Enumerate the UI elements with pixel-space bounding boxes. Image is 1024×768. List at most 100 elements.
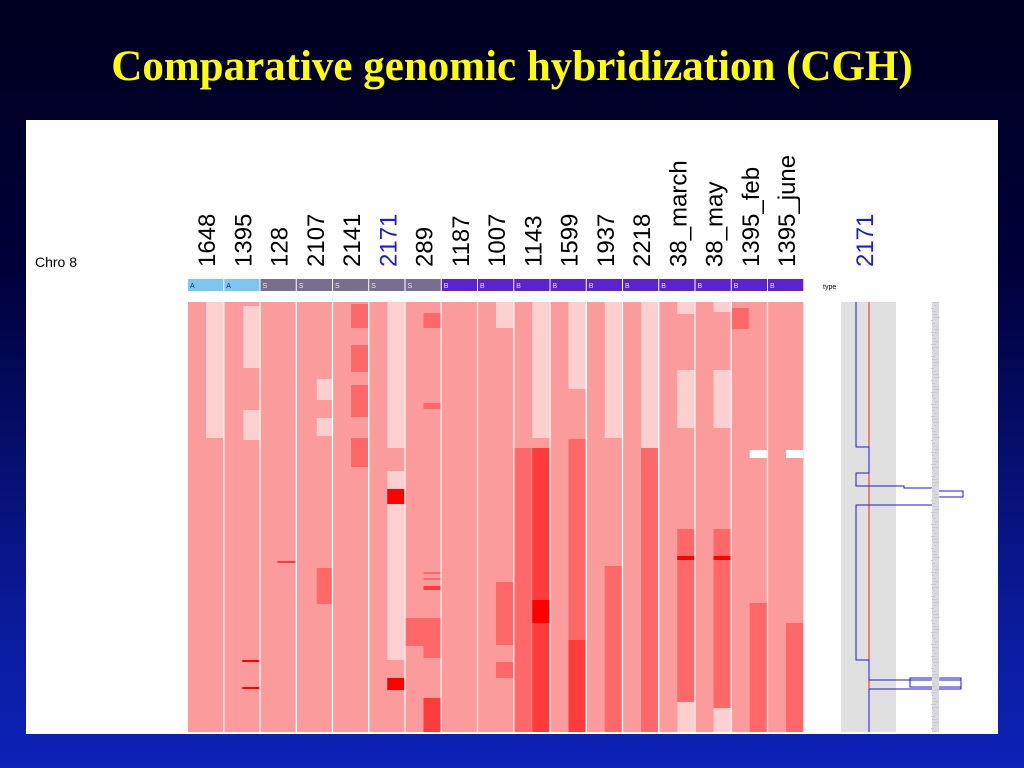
- sample-label: 1395_feb: [738, 167, 765, 267]
- sample-type-letter: B: [661, 283, 666, 290]
- heatmap-segment: [532, 448, 550, 732]
- sample-type-cell: [768, 279, 804, 291]
- profile-noise-tick: [933, 530, 935, 531]
- heatmap-column: [260, 302, 296, 732]
- sample-type-letter: B: [553, 283, 558, 290]
- heatmap-segment: [514, 448, 532, 732]
- profile-noise-tick: [932, 455, 934, 456]
- profile-noise-tick: [931, 596, 935, 597]
- profile-noise-tick: [934, 353, 937, 354]
- profile-noise-tick: [934, 497, 940, 498]
- heatmap-segment: [677, 702, 695, 706]
- profile-noise-tick: [934, 509, 939, 510]
- profile-noise-tick: [932, 443, 935, 444]
- profile-noise-tick: [934, 449, 939, 450]
- heatmap-segment: [713, 302, 731, 312]
- sample-label: 1007: [484, 214, 511, 267]
- sample-type-letter: B: [589, 283, 594, 290]
- profile-noise-tick: [933, 362, 939, 363]
- sample-type-cell: [405, 279, 441, 291]
- heatmap-column: [478, 302, 514, 732]
- sample-label: 1395_june: [774, 155, 801, 267]
- profile-noise-tick: [931, 728, 934, 729]
- heatmap-segment: [423, 572, 441, 574]
- heatmap-segment: [243, 410, 260, 440]
- profile-noise-tick: [933, 542, 939, 543]
- profile-noise-tick: [931, 440, 933, 441]
- profile-noise-tick: [933, 410, 935, 411]
- heatmap-segment: [749, 450, 767, 458]
- profile-noise-tick: [934, 677, 940, 678]
- sample-type-cell: [260, 279, 296, 291]
- profile-noise-tick: [934, 617, 940, 618]
- sample-type-cell: [478, 279, 514, 291]
- heatmap-segment: [423, 578, 441, 580]
- profile-noise-tick: [932, 599, 937, 600]
- profile-noise-tick: [931, 644, 936, 645]
- profile-noise-tick: [933, 458, 936, 459]
- profile-noise-tick: [933, 494, 938, 495]
- sample-type-letter: B: [698, 283, 703, 290]
- profile-noise-tick: [931, 404, 936, 405]
- profile-noise-tick: [931, 512, 937, 513]
- sample-type-letter: B: [444, 283, 449, 290]
- heatmap-segment: [786, 450, 803, 458]
- profile-noise-tick: [934, 641, 938, 642]
- profile-noise-tick: [931, 356, 935, 357]
- heatmap-segment: [786, 623, 803, 732]
- profile-noise-tick: [934, 545, 936, 546]
- profile-noise-tick: [934, 521, 938, 522]
- heatmap-segment: [242, 687, 260, 689]
- profile-noise-tick: [932, 611, 936, 612]
- profile-noise-tick: [931, 320, 933, 321]
- profile-noise-tick: [931, 500, 933, 501]
- heatmap-segment: [713, 529, 731, 732]
- sample-label: 1143: [520, 215, 547, 267]
- profile-noise-tick: [932, 431, 936, 432]
- profile-noise-tick: [934, 581, 938, 582]
- profile-noise-tick: [933, 686, 937, 687]
- heatmap-column: [441, 302, 477, 732]
- heatmap-segment: [568, 640, 586, 732]
- profile-noise-tick: [933, 722, 939, 723]
- profile-noise-tick: [933, 422, 939, 423]
- heatmap-segment: [496, 582, 513, 645]
- heatmap-segment: [206, 302, 223, 438]
- sample-label: 1648: [194, 214, 221, 267]
- profile-noise-tick: [933, 326, 937, 327]
- chromosome-label: Chro 8: [35, 254, 77, 270]
- heatmap-segment: [243, 306, 260, 368]
- sample-type-cell: [333, 279, 369, 291]
- profile-noise-tick: [932, 503, 935, 504]
- profile-noise-tick: [932, 587, 938, 588]
- profile-noise-tick: [934, 461, 938, 462]
- profile-noise-tick: [931, 572, 937, 573]
- sample-label: 2218: [629, 214, 656, 267]
- profile-noise-tick: [932, 323, 935, 324]
- profile-noise-tick: [933, 650, 935, 651]
- profile-noise-tick: [932, 347, 938, 348]
- profile-noise-tick: [933, 614, 938, 615]
- profile-noise-tick: [934, 413, 937, 414]
- heatmap-segment: [713, 708, 731, 732]
- sample-type-cell: [296, 279, 332, 291]
- heatmap-segment: [316, 418, 333, 436]
- profile-noise-tick: [931, 380, 933, 381]
- profile-noise-tick: [932, 551, 936, 552]
- heatmap-segment: [387, 504, 405, 660]
- profile-noise-tick: [931, 548, 934, 549]
- profile-noise-tick: [931, 308, 934, 309]
- sample-type-letter: S: [408, 283, 413, 290]
- profile-noise-tick: [934, 365, 936, 366]
- profile-noise-tick: [934, 377, 940, 378]
- sample-label: 1937: [593, 214, 620, 267]
- profile-noise-tick: [934, 437, 940, 438]
- profile-noise-tick: [934, 629, 939, 630]
- heatmap-column: [333, 302, 369, 732]
- heatmap-segment: [496, 302, 513, 328]
- heatmap-segment: [423, 313, 441, 328]
- sample-label: 1599: [557, 214, 584, 267]
- profile-noise-tick: [931, 620, 933, 621]
- profile-noise-tick: [933, 302, 939, 303]
- profile-noise-tick: [932, 371, 936, 372]
